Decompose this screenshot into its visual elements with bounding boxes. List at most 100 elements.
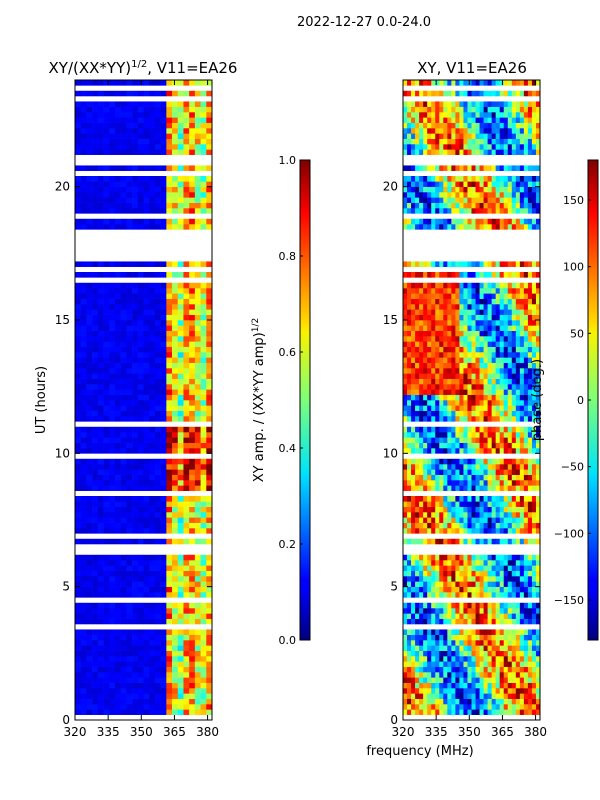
- left-heatmap-cell: [132, 645, 139, 651]
- left-heatmap-cell: [92, 682, 99, 689]
- right-heatmap-cell: [415, 368, 420, 374]
- right-heatmap-cell: [503, 666, 509, 673]
- right-heatmap-cell: [503, 261, 509, 267]
- left-heatmap-cell: [177, 192, 184, 198]
- left-heatmap-cell: [154, 80, 161, 86]
- right-heatmap-cell: [431, 346, 436, 353]
- left-heatmap-cell: [97, 208, 104, 214]
- left-heatmap-cell: [86, 352, 93, 358]
- left-heatmap-cell: [120, 565, 127, 571]
- right-heatmap-cell: [515, 320, 521, 326]
- right-heatmap-cell: [439, 325, 444, 331]
- left-heatmap-cell: [154, 698, 161, 705]
- right-heatmap-cell: [443, 501, 448, 507]
- right-heatmap-cell: [415, 501, 420, 507]
- right-heatmap-cell: [491, 613, 496, 619]
- left-heatmap-cell: [120, 517, 127, 523]
- right-heatmap-cell: [439, 693, 444, 699]
- right-heatmap-cell: [467, 378, 472, 385]
- right-heatmap-cell: [403, 464, 408, 470]
- right-heatmap-cell: [467, 362, 472, 369]
- right-heatmap-cell: [403, 458, 408, 465]
- right-heatmap-cell: [471, 426, 476, 433]
- left-heatmap-cell: [194, 298, 201, 305]
- left-heatmap-cell: [206, 272, 213, 278]
- right-heatmap-cell: [467, 501, 472, 507]
- right-heatmap-cell: [499, 682, 505, 689]
- right-heatmap-cell: [523, 522, 529, 529]
- left-heatmap-cell: [172, 474, 179, 481]
- left-x-tick-label: 380: [196, 725, 219, 739]
- right-heatmap-cell: [507, 384, 513, 390]
- right-heatmap-cell: [411, 293, 416, 299]
- left-heatmap-cell: [92, 698, 99, 705]
- right-heatmap-cell: [463, 330, 468, 337]
- left-heatmap-cell: [114, 437, 121, 443]
- right-heatmap-cell: [511, 634, 517, 641]
- right-heatmap-cell: [503, 496, 509, 502]
- left-heatmap-cell: [97, 517, 104, 523]
- left-heatmap-cell: [160, 448, 167, 454]
- right-heatmap-cell: [479, 517, 484, 523]
- left-heatmap-cell: [183, 650, 190, 657]
- right-heatmap-cell: [527, 602, 533, 609]
- left-heatmap-cell: [137, 512, 144, 518]
- left-heatmap-cell: [194, 389, 201, 395]
- right-heatmap-cell: [487, 352, 492, 358]
- right-heatmap-cell: [503, 309, 509, 315]
- left-heatmap-cell: [166, 336, 173, 342]
- left-heatmap-cell: [97, 192, 104, 198]
- left-heatmap-cell: [200, 90, 207, 97]
- left-x-tick-label: 320: [64, 725, 87, 739]
- left-heatmap-cell: [206, 634, 213, 641]
- right-heatmap-cell: [423, 586, 428, 593]
- right-heatmap-cell: [403, 474, 408, 481]
- right-heatmap-cell: [527, 272, 533, 278]
- right-heatmap-cell: [515, 410, 521, 417]
- right-heatmap-cell: [423, 506, 428, 513]
- right-heatmap-cell: [407, 330, 412, 337]
- right-heatmap-cell: [527, 570, 533, 577]
- right-heatmap-cell: [423, 442, 428, 449]
- left-heatmap-cell: [166, 304, 173, 310]
- right-heatmap-cell: [455, 346, 460, 353]
- right-heatmap-cell: [439, 224, 444, 230]
- left-heatmap-cell: [109, 117, 116, 123]
- right-heatmap-cell: [507, 352, 513, 358]
- left-heatmap-cell: [183, 288, 190, 294]
- left-heatmap-cell: [177, 362, 184, 369]
- left-heatmap-cell: [80, 336, 87, 342]
- left-heatmap-cell: [126, 330, 133, 337]
- left-heatmap-cell: [172, 629, 179, 635]
- right-heatmap-cell: [439, 592, 444, 598]
- right-heatmap-cell: [507, 405, 513, 411]
- left-heatmap-cell: [149, 122, 156, 129]
- right-heatmap-cell: [459, 282, 464, 289]
- right-heatmap-cell: [479, 650, 484, 657]
- left-heatmap-cell: [143, 442, 150, 449]
- left-heatmap-cell: [200, 176, 207, 182]
- right-heatmap-cell: [515, 304, 521, 310]
- left-heatmap-cell: [200, 112, 207, 118]
- left-heatmap-cell: [86, 480, 93, 486]
- right-heatmap-cell: [439, 501, 444, 507]
- left-heatmap-cell: [154, 320, 161, 326]
- right-heatmap-cell: [499, 576, 505, 582]
- right-heatmap-cell: [455, 672, 460, 678]
- left-heatmap-cell: [80, 90, 87, 97]
- right-heatmap-cell: [463, 608, 468, 614]
- right-heatmap-cell: [423, 416, 428, 422]
- right-heatmap-cell: [527, 437, 533, 443]
- right-heatmap-cell: [499, 293, 505, 299]
- right-heatmap-cell: [511, 629, 517, 635]
- left-heatmap-cell: [172, 661, 179, 667]
- right-heatmap-cell: [467, 352, 472, 358]
- right-heatmap-cell: [419, 437, 424, 443]
- right-heatmap-cell: [435, 682, 440, 689]
- right-heatmap-cell: [423, 650, 428, 657]
- right-heatmap-cell: [419, 480, 424, 486]
- left-heatmap-cell: [149, 693, 156, 699]
- left-heatmap-cell: [126, 112, 133, 118]
- right-heatmap-cell: [407, 704, 412, 710]
- right-heatmap-cell: [515, 448, 521, 454]
